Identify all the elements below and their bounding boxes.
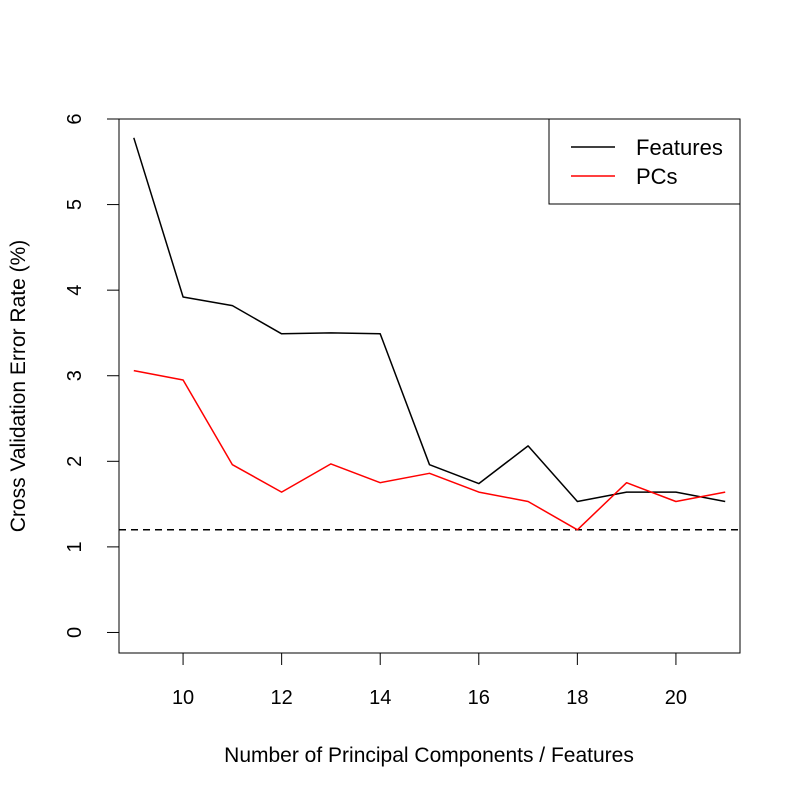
y-tick-label: 4	[64, 285, 86, 296]
series-line-features	[133, 137, 726, 503]
x-tick-label: 16	[468, 687, 490, 709]
x-tick-label: 10	[172, 687, 194, 709]
y-tick-label: 1	[64, 541, 86, 552]
plot-frame	[118, 118, 741, 654]
series-line-pcs	[133, 369, 726, 531]
y-tick-label: 5	[64, 199, 86, 210]
y-axis: 0 1 2 3 4 5 6	[64, 113, 119, 638]
legend-label-features: Features	[636, 135, 723, 160]
legend: Features PCs	[548, 118, 741, 205]
y-axis-title: Cross Validation Error Rate (%)	[7, 240, 30, 533]
y-tick-label: 2	[64, 456, 86, 467]
y-tick-label: 3	[64, 370, 86, 381]
y-tick-label: 6	[64, 113, 86, 124]
legend-box	[548, 118, 741, 205]
x-axis: 10 12 14 16 18 20	[172, 653, 687, 709]
x-tick-label: 14	[369, 687, 391, 709]
x-tick-label: 12	[271, 687, 293, 709]
x-tick-label: 20	[665, 687, 687, 709]
x-axis-title: Number of Principal Components / Feature…	[224, 744, 634, 767]
series-layer	[133, 137, 726, 531]
x-tick-label: 18	[566, 687, 588, 709]
y-tick-label: 0	[64, 627, 86, 638]
legend-label-pcs: PCs	[636, 164, 678, 189]
